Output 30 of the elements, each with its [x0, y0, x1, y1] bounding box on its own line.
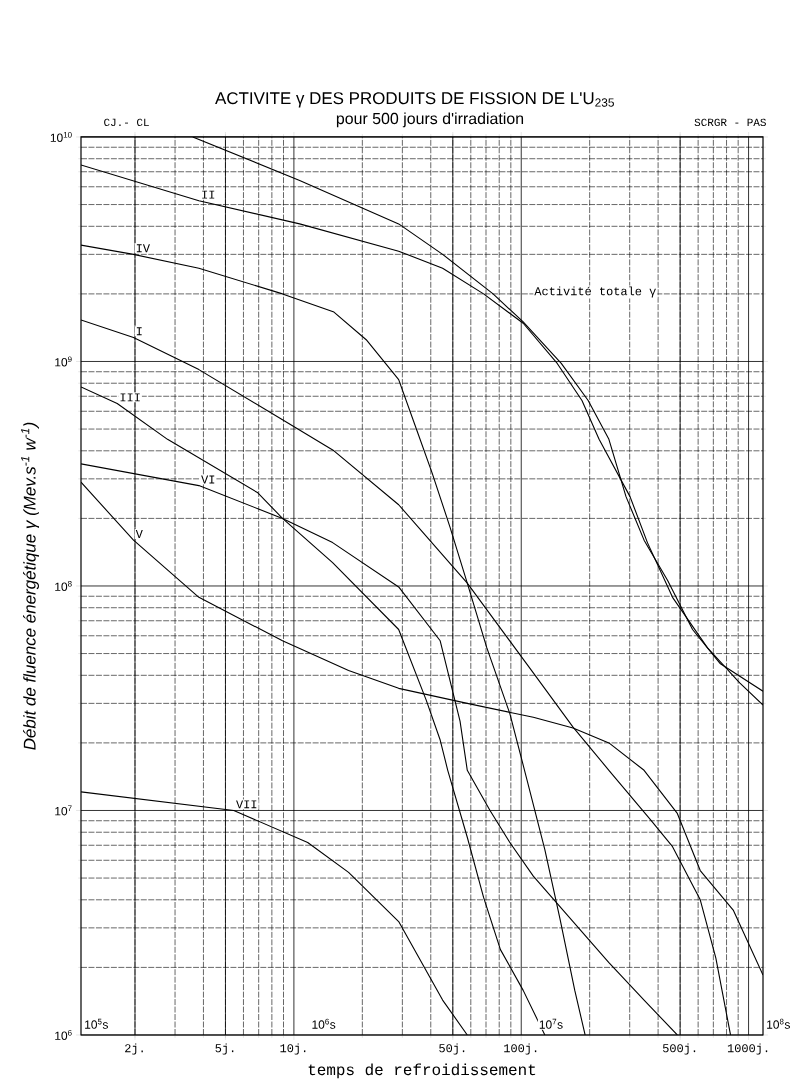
y-tick-label: 10$^{9}$ [55, 356, 72, 367]
x-tick-label: 10j. [280, 1043, 306, 1055]
annotation: 10$^{7}$s [539, 1018, 563, 1029]
chart-subtitle: pour 500 jours d'irradiation [336, 112, 524, 128]
y-tick-label: 10$^{6}$ [55, 1029, 72, 1040]
x-tick-label: 100j. [504, 1043, 537, 1055]
y-tick-label: 10$^{8}$ [55, 580, 72, 591]
series-label: VI [201, 475, 215, 484]
series-label: IV [136, 244, 150, 253]
x-tick-label: 500j. [662, 1043, 696, 1055]
text: Activité totale γ [534, 286, 656, 298]
series-label: II [202, 190, 215, 199]
chart-title: ACTIVITE γ DES PRODUITS DE FISSION DE L'U$_{235}$ [215, 92, 614, 108]
series-label: VII [236, 800, 257, 809]
x-tick-label: 50j. [439, 1043, 465, 1055]
x-tick-label: 1000j. [727, 1043, 768, 1055]
series-label: I [136, 327, 142, 336]
text: CJ.- CL [104, 118, 149, 127]
annotation: 10$^{6}$s [312, 1018, 336, 1029]
series-label: III [120, 393, 140, 402]
x-tick-label: 2j. [125, 1043, 143, 1055]
y-tick-label: 10$^{10}$ [50, 131, 72, 142]
x-axis-title: temps de refroidissement [308, 1063, 536, 1079]
text: SCRGR - PAS [694, 118, 766, 127]
y-axis-title: Débit de fluence énergétique γ (Mev.s$^{-1}$ w$^{-1}$) [21, 422, 40, 750]
x-tick-label: 5j. [215, 1043, 234, 1055]
text: 10$^{8}$s [767, 1018, 790, 1029]
y-tick-label: 10$^{7}$ [55, 805, 72, 816]
annotation: 10$^{5}$s [85, 1018, 108, 1029]
series-label: V [135, 530, 143, 538]
